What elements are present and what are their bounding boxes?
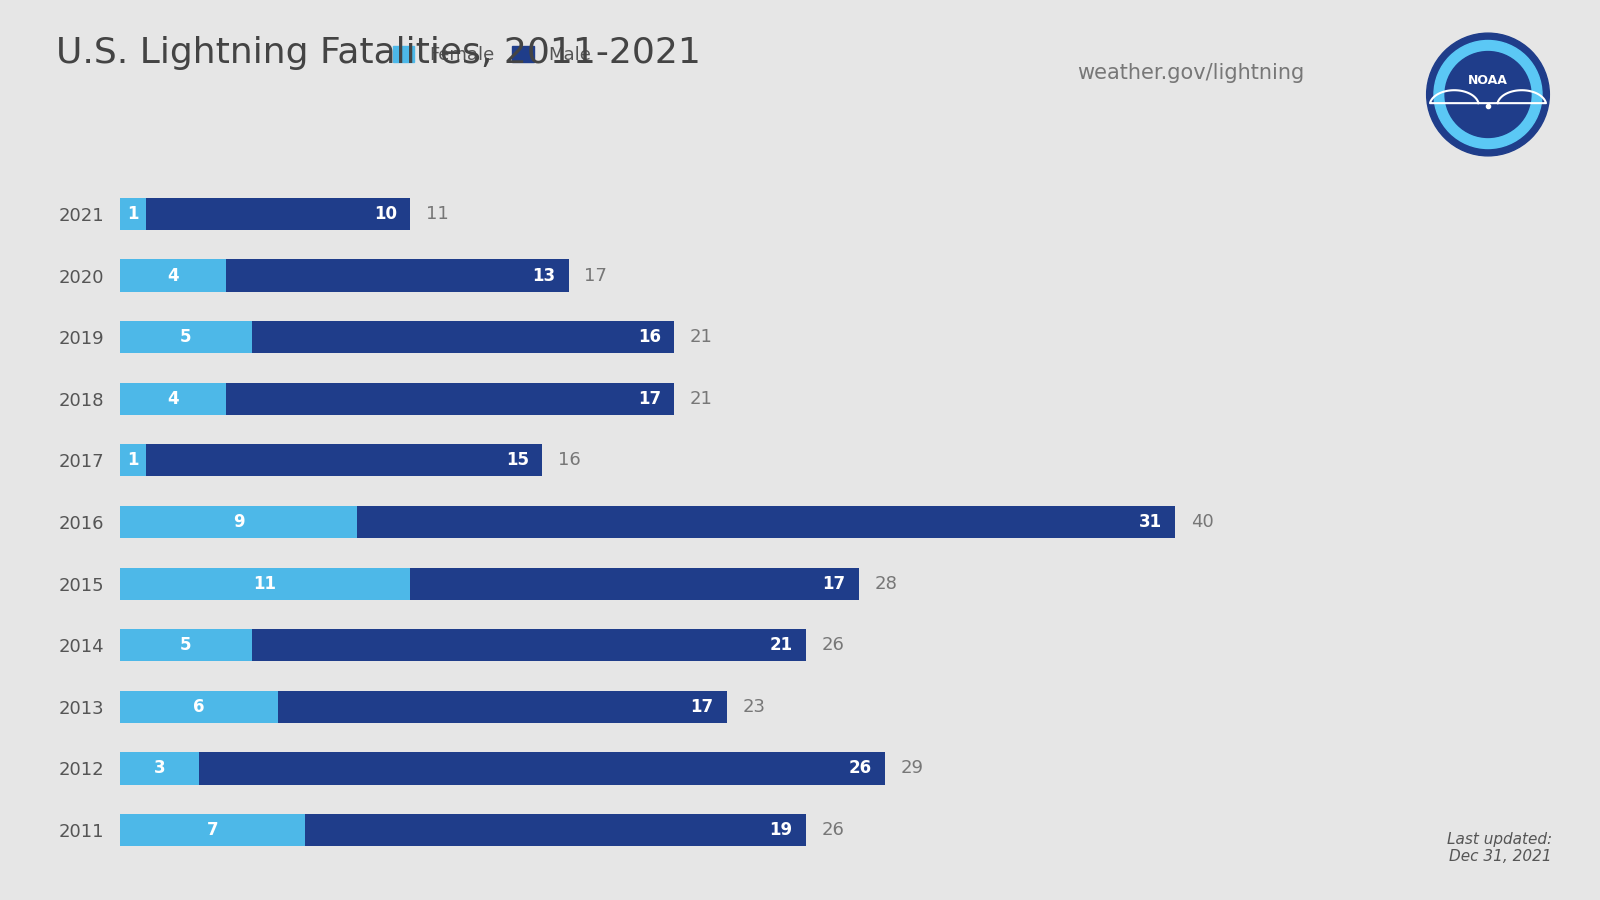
Bar: [120, 445, 146, 476]
Bar: [410, 568, 859, 599]
Bar: [120, 568, 410, 599]
Text: weather.gov/lightning: weather.gov/lightning: [1077, 63, 1304, 83]
Text: 11: 11: [426, 205, 448, 223]
Bar: [198, 752, 885, 785]
Circle shape: [1445, 51, 1531, 138]
Text: 13: 13: [533, 266, 555, 284]
Text: 4: 4: [166, 390, 179, 408]
Text: 3: 3: [154, 760, 165, 778]
Text: 21: 21: [770, 636, 792, 654]
Bar: [226, 382, 674, 415]
Circle shape: [1434, 40, 1542, 148]
Bar: [251, 629, 806, 661]
Text: 1: 1: [128, 452, 139, 470]
Text: 17: 17: [584, 266, 608, 284]
Bar: [357, 506, 1176, 538]
Text: 17: 17: [822, 574, 845, 592]
Bar: [120, 629, 251, 661]
Bar: [304, 814, 806, 846]
Text: 6: 6: [194, 698, 205, 716]
Text: 5: 5: [181, 636, 192, 654]
Text: U.S. Lightning Fatalities, 2011-2021: U.S. Lightning Fatalities, 2011-2021: [56, 36, 701, 70]
Legend: Female, Male: Female, Male: [386, 39, 598, 71]
Text: 9: 9: [234, 513, 245, 531]
Bar: [120, 198, 146, 230]
Text: 28: 28: [875, 574, 898, 592]
Text: 19: 19: [770, 821, 792, 839]
Bar: [120, 259, 226, 292]
Circle shape: [1427, 33, 1549, 156]
Text: 26: 26: [822, 821, 845, 839]
Text: 16: 16: [638, 328, 661, 346]
Text: 11: 11: [254, 574, 277, 592]
Text: 4: 4: [166, 266, 179, 284]
Bar: [251, 321, 674, 353]
Bar: [120, 691, 278, 723]
Text: 26: 26: [822, 636, 845, 654]
Text: 40: 40: [1190, 513, 1214, 531]
Text: NOAA: NOAA: [1469, 75, 1507, 87]
Text: 23: 23: [742, 698, 766, 716]
Text: 1: 1: [128, 205, 139, 223]
Bar: [120, 321, 251, 353]
Text: Last updated:
Dec 31, 2021: Last updated: Dec 31, 2021: [1446, 832, 1552, 864]
Text: 17: 17: [638, 390, 661, 408]
Bar: [120, 506, 357, 538]
Text: 29: 29: [901, 760, 923, 778]
Bar: [120, 382, 226, 415]
Text: 10: 10: [374, 205, 397, 223]
Text: 15: 15: [506, 452, 530, 470]
Text: 26: 26: [848, 760, 872, 778]
Bar: [120, 752, 198, 785]
Bar: [146, 198, 410, 230]
Text: 16: 16: [558, 452, 581, 470]
Text: 17: 17: [691, 698, 714, 716]
Text: 7: 7: [206, 821, 218, 839]
Bar: [278, 691, 726, 723]
Text: 31: 31: [1139, 513, 1162, 531]
Text: 21: 21: [690, 328, 712, 346]
Bar: [120, 814, 304, 846]
Bar: [146, 445, 542, 476]
Text: 21: 21: [690, 390, 712, 408]
Text: 5: 5: [181, 328, 192, 346]
Bar: [226, 259, 568, 292]
